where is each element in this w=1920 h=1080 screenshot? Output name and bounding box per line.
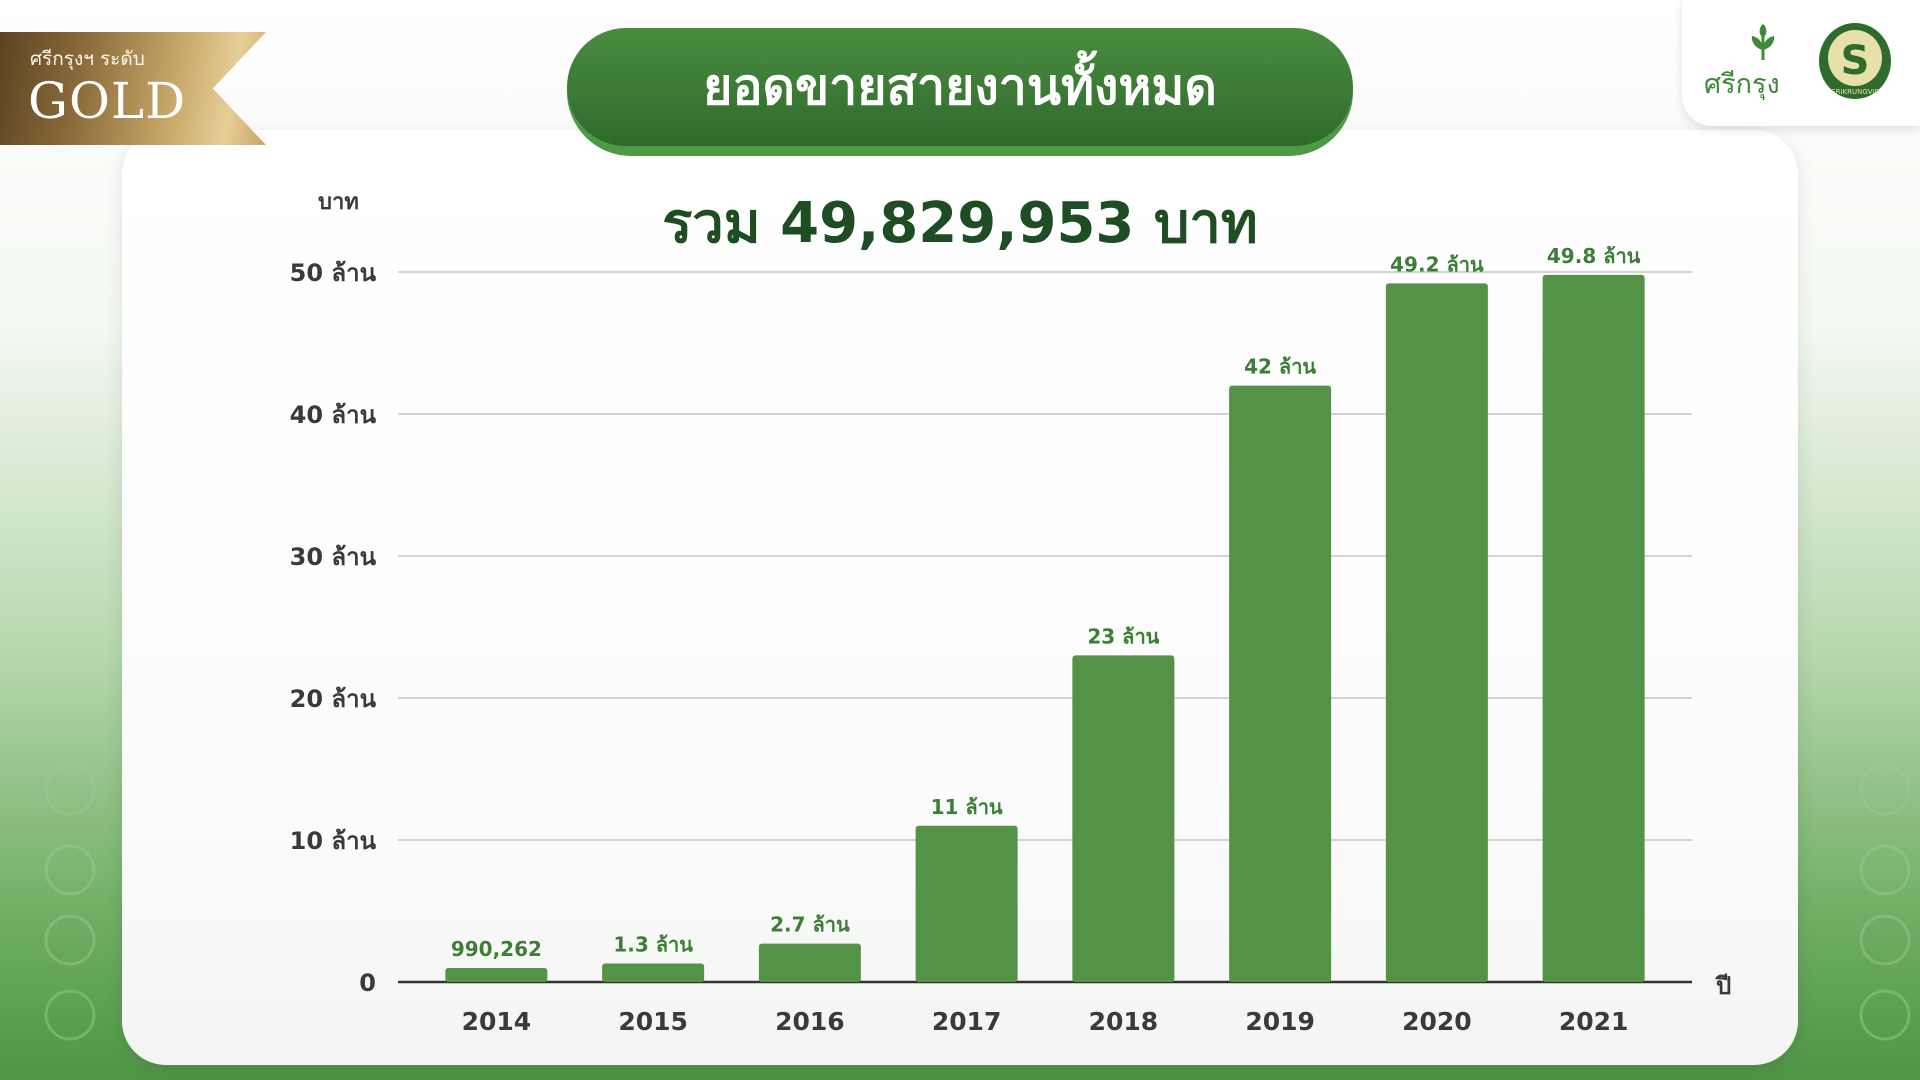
x-tick-label: 2016	[775, 1007, 845, 1036]
total-sales: รวม 49,829,953 บาท	[662, 191, 1258, 256]
y-tick-label: 20 ล้าน	[290, 685, 377, 713]
data-label: 49.8 ล้าน	[1547, 244, 1641, 268]
x-tick-label: 2017	[932, 1007, 1002, 1036]
bar-2016	[758, 943, 861, 982]
brand-name: ศรีกรุง	[1704, 69, 1780, 100]
data-label: 42 ล้าน	[1244, 355, 1316, 379]
x-axis-unit-label: ปี	[1716, 972, 1732, 1000]
network-node-icon	[44, 989, 96, 1041]
seal-letter: S	[1841, 38, 1870, 84]
data-label: 2.7 ล้าน	[770, 913, 850, 937]
network-node-icon	[1859, 989, 1911, 1041]
data-label: 990,262	[451, 937, 542, 961]
bar-2017	[915, 825, 1018, 982]
srikrung-seal-icon: S SRIKRUNGVIP	[1819, 23, 1891, 99]
x-tick-label: 2018	[1089, 1007, 1159, 1036]
data-label: 49.2 ล้าน	[1390, 252, 1484, 276]
bar-2020	[1385, 283, 1488, 982]
badge-title: GOLD	[28, 72, 187, 130]
network-node-icon	[1859, 764, 1911, 816]
x-tick-label: 2015	[618, 1007, 688, 1036]
x-tick-label: 2014	[462, 1007, 532, 1036]
data-label: 1.3 ล้าน	[613, 933, 693, 957]
brand-logo-card: ศรีกรุง S SRIKRUNGVIP	[1682, 0, 1920, 126]
y-tick-label: 40 ล้าน	[290, 401, 377, 429]
bar-2014	[445, 967, 548, 982]
x-tick-label: 2020	[1402, 1007, 1472, 1036]
title-banner: ยอดขายสายงานทั้งหมด	[567, 28, 1353, 146]
data-label: 11 ล้าน	[931, 795, 1003, 819]
bar-2015	[602, 963, 705, 982]
bar-2021	[1542, 274, 1645, 983]
badge-subtitle: ศรีกรุงฯ ระดับ	[30, 48, 145, 70]
x-tick-label: 2019	[1245, 1007, 1315, 1036]
y-tick-label: 0	[359, 969, 376, 997]
network-node-icon	[1859, 914, 1911, 966]
bar-2019	[1229, 385, 1332, 983]
network-node-icon	[1859, 844, 1911, 896]
y-tick-label: 50 ล้าน	[290, 259, 377, 287]
bar-2018	[1072, 655, 1175, 982]
data-label: 23 ล้าน	[1087, 624, 1159, 648]
seal-text: SRIKRUNGVIP	[1831, 88, 1879, 96]
network-node-icon	[44, 844, 96, 896]
page-title: ยอดขายสายงานทั้งหมด	[703, 57, 1217, 116]
x-tick-label: 2021	[1559, 1007, 1629, 1036]
y-tick-label: 10 ล้าน	[290, 827, 377, 855]
sprout-icon	[1751, 24, 1775, 60]
network-node-icon	[44, 914, 96, 966]
y-axis-unit-label: บาท	[318, 190, 359, 215]
network-node-icon	[44, 764, 96, 816]
y-tick-label: 30 ล้าน	[290, 543, 377, 571]
